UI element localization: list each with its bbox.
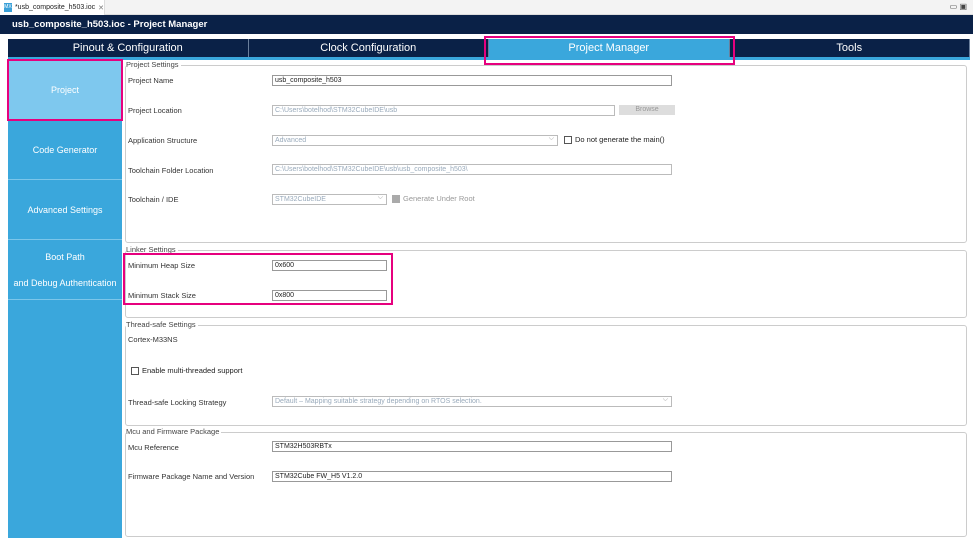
mcu-firmware-group: Mcu and Firmware Package Mcu Reference S…: [125, 427, 967, 537]
project-name-input[interactable]: usb_composite_h503: [272, 75, 672, 86]
browse-button[interactable]: Browse: [619, 105, 675, 115]
close-icon[interactable]: ✕: [98, 4, 104, 12]
multithread-checkbox[interactable]: Enable multi-threaded support: [131, 366, 242, 375]
debug-auth-label: and Debug Authentication: [13, 277, 117, 288]
breadcrumb: usb_composite_h503.ioc - Project Manager: [0, 15, 973, 34]
toolchain-label: Toolchain / IDE: [128, 195, 179, 204]
core-label: Cortex-M33NS: [128, 335, 178, 344]
highlight-project-sidebar: [7, 59, 123, 121]
thread-safe-group: Thread-safe Settings Cortex-M33NS Enable…: [125, 320, 967, 426]
strategy-select[interactable]: Default – Mapping suitable strategy depe…: [272, 395, 672, 407]
project-name-label: Project Name: [128, 76, 174, 85]
stack-size-label: Minimum Stack Size: [128, 291, 196, 300]
content-panel: Project Settings Project Name usb_compos…: [122, 60, 970, 538]
fw-input[interactable]: STM32Cube FW_H5 V1.2.0: [272, 471, 672, 482]
app-structure-select[interactable]: Advanced: [272, 134, 558, 146]
group-title: Mcu and Firmware Package: [126, 427, 222, 436]
mcu-ref-label: Mcu Reference: [128, 443, 179, 452]
fw-label: Firmware Package Name and Version: [128, 472, 255, 481]
generate-under-root-label: Generate Under Root: [403, 194, 475, 203]
stack-size-input[interactable]: 0x800: [272, 290, 387, 301]
main-tabs: Pinout & Configuration Clock Configurati…: [8, 39, 970, 57]
heap-size-input[interactable]: 0x600: [272, 260, 387, 271]
sidebar: Project Code Generator Advanced Settings…: [8, 60, 122, 538]
highlight-linker-fields: [123, 253, 393, 305]
tab-project-manager[interactable]: Project Manager: [489, 39, 730, 57]
file-tab[interactable]: MX *usb_composite_h503.ioc ✕: [0, 0, 105, 15]
boot-path-label: Boot Path: [45, 251, 85, 262]
window-controls[interactable]: ▭ ▣: [949, 2, 967, 11]
checkbox-box: [131, 366, 139, 375]
project-location-input[interactable]: C:\Users\botelhod\STM32CubeIDE\usb: [272, 105, 615, 116]
project-location-label: Project Location: [128, 106, 182, 115]
tab-underline: [8, 57, 970, 60]
checkbox-box: [564, 135, 572, 144]
mcu-ref-input[interactable]: STM32H503RBTx: [272, 441, 672, 452]
linker-settings-group: Linker Settings Minimum Heap Size 0x600 …: [125, 245, 967, 318]
toolchain-folder-label: Toolchain Folder Location: [128, 166, 214, 175]
editor-tab-bar: [0, 0, 973, 15]
file-tab-label: *usb_composite_h503.ioc: [14, 4, 96, 11]
tab-clock[interactable]: Clock Configuration: [248, 39, 489, 57]
app-structure-label: Application Structure: [128, 136, 198, 145]
generate-under-root-checkbox[interactable]: Generate Under Root: [392, 194, 475, 203]
heap-size-label: Minimum Heap Size: [128, 261, 196, 270]
toolchain-select[interactable]: STM32CubeIDE: [272, 193, 387, 205]
tab-pinout[interactable]: Pinout & Configuration: [8, 39, 249, 57]
group-title: Project Settings: [126, 60, 181, 69]
no-main-label: Do not generate the main(): [575, 135, 665, 144]
strategy-label: Thread-safe Locking Strategy: [128, 398, 227, 407]
sidebar-item-code-generator[interactable]: Code Generator: [8, 120, 122, 180]
group-title: Thread-safe Settings: [126, 320, 198, 329]
project-settings-group: Project Settings Project Name usb_compos…: [125, 60, 967, 243]
sidebar-item-boot-path[interactable]: Boot Path and Debug Authentication: [8, 240, 122, 300]
group-title: Linker Settings: [126, 245, 178, 254]
toolchain-folder-input[interactable]: C:\Users\botelhod\STM32CubeIDE\usb\usb_c…: [272, 164, 672, 175]
tab-tools[interactable]: Tools: [729, 39, 970, 57]
highlight-project-manager-tab: [484, 36, 735, 65]
mx-file-icon: MX: [4, 3, 12, 12]
checkbox-box: [392, 194, 400, 203]
sidebar-item-advanced-settings[interactable]: Advanced Settings: [8, 180, 122, 240]
no-main-checkbox[interactable]: Do not generate the main(): [564, 135, 665, 144]
multithread-label: Enable multi-threaded support: [142, 366, 243, 375]
